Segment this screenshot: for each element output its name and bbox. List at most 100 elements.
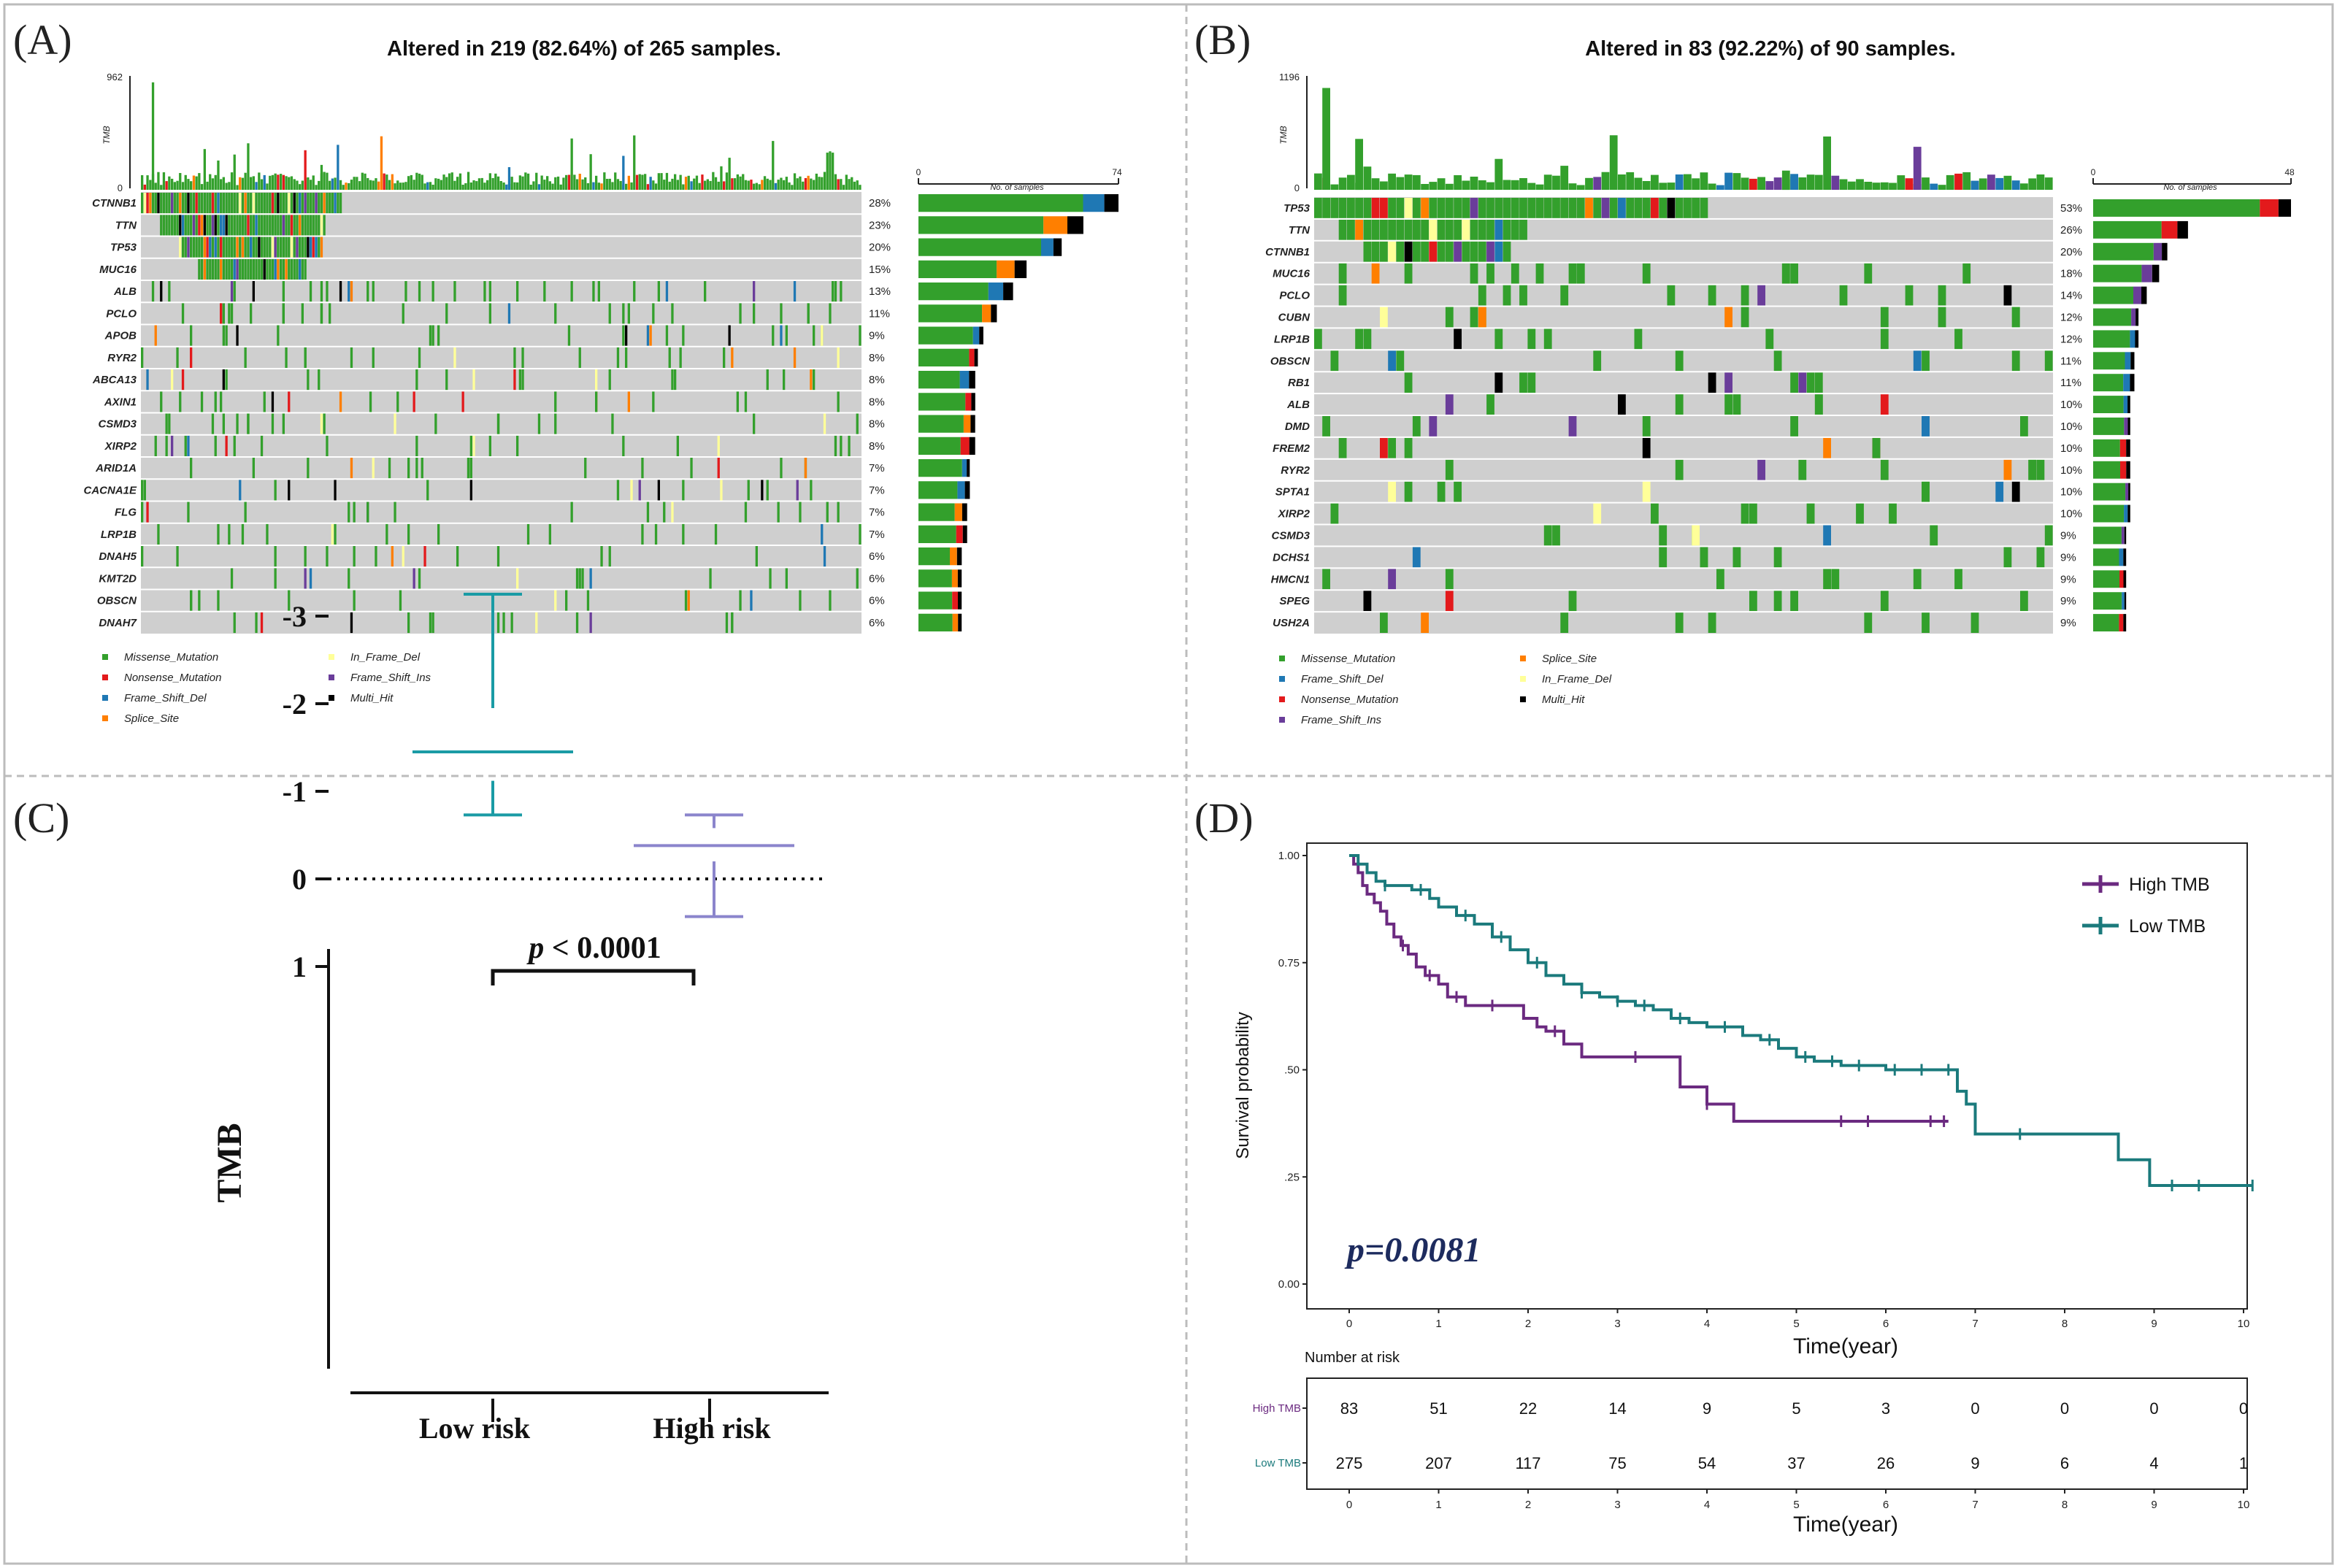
mutation-cell bbox=[1388, 219, 1396, 240]
mutation-cell bbox=[1404, 372, 1413, 393]
gene-label: ABCA13 bbox=[92, 374, 137, 386]
tmb-bar bbox=[149, 180, 152, 190]
tmb-bar bbox=[829, 151, 832, 190]
risk-value: 0 bbox=[1970, 1399, 1979, 1418]
tmb-bar bbox=[233, 154, 236, 190]
mutation-cell bbox=[179, 215, 182, 236]
mutation-cell bbox=[296, 258, 299, 280]
mutation-cell bbox=[277, 215, 280, 236]
mutation-cell bbox=[804, 458, 807, 479]
tmb-bar bbox=[173, 182, 176, 190]
tmb-bar bbox=[1814, 174, 1823, 190]
gene-label: PCLO bbox=[106, 307, 137, 320]
boxplot-boxes bbox=[412, 593, 794, 918]
tmb-bar bbox=[728, 158, 731, 190]
legend-swatch bbox=[1279, 717, 1285, 723]
percent-label: 8% bbox=[869, 396, 885, 408]
mutation-cell bbox=[785, 568, 788, 589]
mutation-cell bbox=[1519, 219, 1527, 240]
mutation-cell bbox=[239, 215, 242, 236]
tmb-bar bbox=[162, 172, 166, 190]
sample-bar-segment bbox=[918, 194, 1083, 212]
mutation-cell bbox=[785, 325, 788, 346]
mutation-cell bbox=[575, 612, 579, 634]
mutation-cell bbox=[323, 215, 326, 236]
mutation-cell bbox=[641, 523, 644, 545]
mutation-cell bbox=[1930, 525, 1938, 546]
mutation-cell bbox=[233, 258, 236, 280]
tmb-bar bbox=[1667, 182, 1676, 190]
tmb-bar bbox=[742, 174, 745, 190]
mutation-cell bbox=[230, 303, 234, 324]
sample-bar-segment bbox=[2093, 330, 2130, 348]
mutation-cell bbox=[258, 215, 261, 236]
mutation-cell bbox=[1388, 437, 1396, 458]
mutation-cell bbox=[160, 193, 163, 214]
mutation-cell bbox=[1494, 372, 1503, 393]
tmb-bar bbox=[309, 180, 312, 190]
tmb-bar bbox=[323, 172, 326, 190]
mutation-cell bbox=[1922, 350, 1930, 372]
mutation-cell bbox=[1470, 307, 1478, 328]
tmb-bar bbox=[418, 173, 421, 190]
mutation-cell bbox=[1757, 285, 1765, 306]
mutation-cell bbox=[282, 413, 285, 434]
legend-label: Multi_Hit bbox=[1542, 693, 1585, 706]
mutation-cell bbox=[496, 413, 500, 434]
tmb-bar bbox=[1995, 177, 2004, 190]
tmb-bar bbox=[1880, 182, 1889, 190]
mutation-cell bbox=[179, 193, 182, 214]
mutation-cell bbox=[720, 480, 723, 501]
mutation-cell bbox=[684, 590, 688, 611]
mutation-cell bbox=[258, 237, 261, 258]
mutation-cell bbox=[595, 369, 598, 391]
mutation-cell bbox=[570, 281, 573, 302]
mutation-cell bbox=[1470, 219, 1478, 240]
mutation-cell bbox=[1889, 503, 1897, 524]
mutation-cell bbox=[1445, 219, 1454, 240]
mutation-cell bbox=[244, 237, 247, 258]
tmb-bar bbox=[1700, 172, 1708, 190]
mutation-cell bbox=[1404, 481, 1413, 502]
tmb-bar bbox=[586, 182, 590, 190]
mutation-cell bbox=[1388, 198, 1396, 218]
tmb-bar bbox=[315, 185, 318, 190]
mutation-cell bbox=[1445, 241, 1454, 262]
gene-label: ALB bbox=[113, 285, 137, 298]
tmb-bar bbox=[200, 184, 204, 190]
mutation-cell bbox=[1421, 198, 1429, 218]
mutation-cell bbox=[271, 215, 275, 236]
tmb-bar bbox=[1519, 178, 1527, 190]
mutation-cell bbox=[263, 258, 266, 280]
mutation-cell bbox=[1396, 219, 1405, 240]
oncoplot-b-tmb-label: TMB bbox=[1278, 126, 1289, 144]
sample-bar-segment bbox=[2119, 548, 2124, 566]
mutation-cell bbox=[228, 258, 231, 280]
mutation-cell bbox=[1773, 350, 1782, 372]
legend-swatch bbox=[102, 715, 108, 721]
mutation-cell bbox=[1371, 219, 1380, 240]
mutation-cell bbox=[1568, 416, 1577, 437]
percent-label: 12% bbox=[2060, 333, 2082, 345]
mutation-cell bbox=[274, 568, 277, 589]
mutation-cell bbox=[807, 303, 810, 324]
mutation-cell bbox=[1371, 241, 1380, 262]
tmb-bar bbox=[723, 181, 726, 190]
mutation-cell bbox=[777, 501, 780, 523]
sample-bar-segment bbox=[2127, 396, 2130, 413]
mutation-cell bbox=[168, 193, 171, 214]
mutation-cell bbox=[1380, 612, 1388, 633]
mutation-cell bbox=[1421, 219, 1429, 240]
mutation-cell bbox=[856, 413, 859, 434]
legend-swatch bbox=[1279, 656, 1285, 661]
risk-value: 22 bbox=[1519, 1399, 1537, 1418]
mutation-cell bbox=[1667, 198, 1676, 218]
boxplot-category-low-risk: Low risk bbox=[419, 1412, 531, 1445]
mutation-cell bbox=[168, 215, 171, 236]
mutation-cell bbox=[1593, 350, 1602, 372]
tmb-bar bbox=[483, 182, 486, 190]
percent-label: 9% bbox=[2060, 617, 2076, 629]
tmb-bar-spike bbox=[320, 164, 323, 190]
percent-label: 8% bbox=[869, 418, 885, 431]
tmb-bar bbox=[1388, 173, 1396, 190]
